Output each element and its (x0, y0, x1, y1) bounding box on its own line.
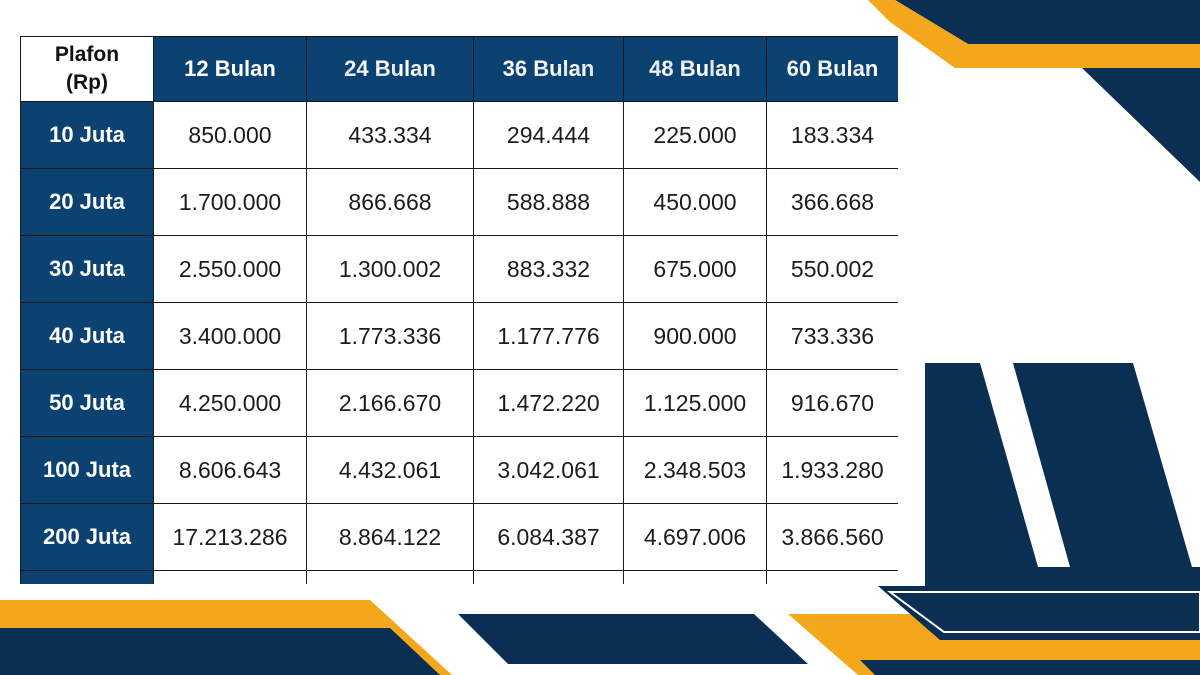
deco-navy-slant-block-1 (925, 363, 1038, 567)
table-cell: 1.177.776 (473, 302, 624, 370)
table-cell: 6.084.387 (473, 503, 624, 571)
header-tenor: 12 Bulan (153, 36, 307, 102)
table-row: 50 Juta 4.250.000 2.166.670 1.472.220 1.… (20, 369, 898, 437)
table-cell-cut-off (623, 570, 767, 584)
table-cell: 900.000 (623, 302, 767, 370)
table-cell: 2.348.503 (623, 436, 767, 504)
table-cell: 366.668 (766, 168, 898, 236)
table-cell: 183.334 (766, 101, 898, 169)
table-cell: 850.000 (153, 101, 307, 169)
table-row: 20 Juta 1.700.000 866.668 588.888 450.00… (20, 168, 898, 236)
table-cell: 2.166.670 (306, 369, 474, 437)
deco-white-outline-bottom-right (886, 591, 1200, 633)
table-cell: 294.444 (473, 101, 624, 169)
row-plafon: 200 Juta (20, 503, 154, 571)
table-cell: 2.550.000 (153, 235, 307, 303)
table-cell: 4.250.000 (153, 369, 307, 437)
table-cell-cut-off (153, 570, 307, 584)
table-cell-cut-off (766, 570, 898, 584)
table-cell: 450.000 (623, 168, 767, 236)
table-cell: 1.700.000 (153, 168, 307, 236)
installment-table-container: Plafon (Rp) 12 Bulan 24 Bulan 36 Bulan 4… (20, 36, 898, 584)
deco-navy-bottom-left (0, 628, 440, 675)
deco-navy-slant-block-2 (1013, 363, 1192, 567)
deco-navy-bottom-strip (860, 660, 1200, 675)
table-cell: 3.042.061 (473, 436, 624, 504)
table-cell: 588.888 (473, 168, 624, 236)
deco-navy-bottom-middle (458, 614, 808, 664)
table-cell: 1.773.336 (306, 302, 474, 370)
table-row: 200 Juta 17.213.286 8.864.122 6.084.387 … (20, 503, 898, 571)
table-row: 100 Juta 8.606.643 4.432.061 3.042.061 2… (20, 436, 898, 504)
table-cell: 1.933.280 (766, 436, 898, 504)
table-cell: 3.400.000 (153, 302, 307, 370)
deco-navy-bottom-right (878, 586, 1200, 640)
table-cell: 8.606.643 (153, 436, 307, 504)
deco-navy-lower-right (925, 567, 1200, 592)
table-cell: 17.213.286 (153, 503, 307, 571)
row-plafon: 100 Juta (20, 436, 154, 504)
row-plafon: 40 Juta (20, 302, 154, 370)
row-plafon: 10 Juta (20, 101, 154, 169)
header-tenor: 48 Bulan (623, 36, 767, 102)
table-cell: 4.697.006 (623, 503, 767, 571)
table-row-partial (20, 570, 898, 584)
table-cell: 550.002 (766, 235, 898, 303)
table-row: 40 Juta 3.400.000 1.773.336 1.177.776 90… (20, 302, 898, 370)
row-plafon-cut-off (20, 570, 154, 584)
deco-navy-top-band (895, 0, 1200, 44)
table-cell: 8.864.122 (306, 503, 474, 571)
table-cell: 225.000 (623, 101, 767, 169)
header-plafon: Plafon (Rp) (20, 36, 154, 102)
table-row: 10 Juta 850.000 433.334 294.444 225.000 … (20, 101, 898, 169)
table-row: 30 Juta 2.550.000 1.300.002 883.332 675.… (20, 235, 898, 303)
table-cell: 4.432.061 (306, 436, 474, 504)
installment-table: Plafon (Rp) 12 Bulan 24 Bulan 36 Bulan 4… (20, 36, 898, 584)
row-plafon: 50 Juta (20, 369, 154, 437)
header-tenor: 36 Bulan (473, 36, 624, 102)
table-cell: 675.000 (623, 235, 767, 303)
row-plafon: 30 Juta (20, 235, 154, 303)
table-cell: 433.334 (306, 101, 474, 169)
table-cell: 1.472.220 (473, 369, 624, 437)
table-cell: 866.668 (306, 168, 474, 236)
header-plafon-label: Plafon (Rp) (54, 43, 120, 94)
table-cell: 733.336 (766, 302, 898, 370)
row-plafon: 20 Juta (20, 168, 154, 236)
table-header-row: Plafon (Rp) 12 Bulan 24 Bulan 36 Bulan 4… (20, 36, 898, 102)
table-cell: 1.125.000 (623, 369, 767, 437)
header-tenor: 24 Bulan (306, 36, 474, 102)
header-tenor: 60 Bulan (766, 36, 898, 102)
table-cell: 916.670 (766, 369, 898, 437)
deco-gold-top-stripe (868, 0, 1200, 68)
table-cell-cut-off (306, 570, 474, 584)
table-cell: 883.332 (473, 235, 624, 303)
table-cell: 1.300.002 (306, 235, 474, 303)
deco-navy-right-triangle (1082, 68, 1200, 182)
table-cell-cut-off (473, 570, 624, 584)
table-cell: 3.866.560 (766, 503, 898, 571)
